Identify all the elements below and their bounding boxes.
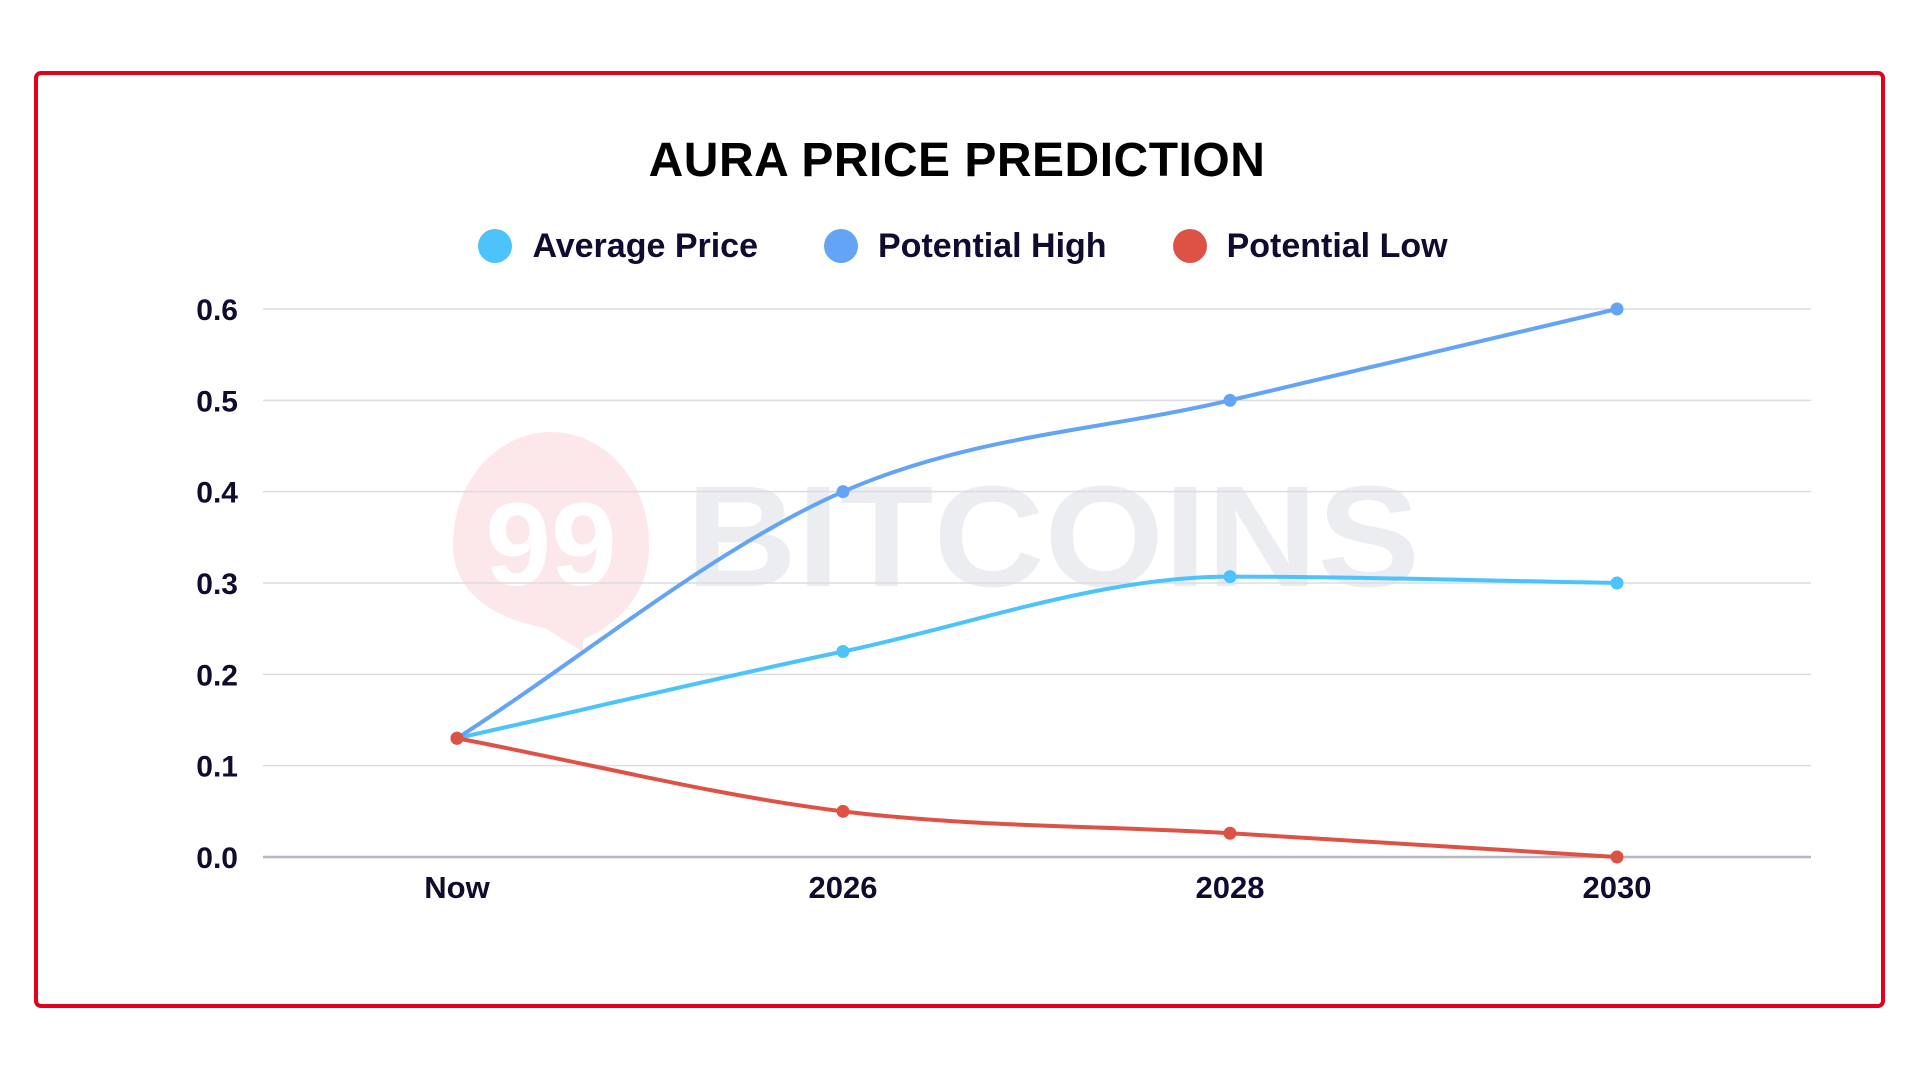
y-tick-label: 0.2	[196, 659, 238, 692]
chart-title: AURA PRICE PREDICTION	[648, 134, 1266, 187]
series-line	[455, 736, 1619, 859]
y-tick-label: 0.3	[196, 568, 238, 601]
legend-item-potential-low[interactable]: Potential Low	[1172, 226, 1448, 266]
x-axis-ticks: Now 2026 2028 2030	[424, 870, 1651, 905]
series-line	[455, 574, 1619, 741]
data-point[interactable]	[1610, 850, 1624, 864]
legend-item-average-price[interactable]: Average Price	[478, 227, 758, 266]
x-tick-label: 2028	[1196, 870, 1265, 905]
x-tick-label: 2026	[809, 870, 878, 905]
y-tick-label: 0.6	[196, 294, 238, 327]
series-lines	[450, 302, 1624, 864]
potential-low-dot-icon	[1172, 229, 1207, 263]
x-tick-label: 2030	[1583, 870, 1652, 905]
y-tick-label: 0.1	[196, 751, 238, 784]
chart-legend: Average Price Potential High Potential L…	[3, 225, 1920, 267]
data-point[interactable]	[836, 804, 850, 818]
legend-label: Potential High	[878, 226, 1107, 265]
data-point[interactable]	[1223, 826, 1237, 840]
watermark-balloon-icon	[453, 432, 649, 652]
legend-item-potential-high[interactable]: Potential High	[824, 227, 1107, 266]
data-point[interactable]	[450, 731, 464, 745]
potential-high-dot-icon	[824, 229, 858, 263]
watermark-text: BITCOINS	[686, 456, 1420, 617]
data-point[interactable]	[1610, 576, 1624, 590]
data-point[interactable]	[836, 485, 850, 499]
series-potential-low	[450, 731, 1624, 864]
y-tick-label: 0.0	[196, 842, 238, 875]
y-tick-label: 0.5	[196, 385, 238, 418]
y-axis-ticks: 0.0 0.1 0.2 0.3 0.4 0.5 0.6	[196, 294, 238, 875]
data-point[interactable]	[1223, 570, 1237, 584]
y-tick-label: 0.4	[196, 477, 238, 510]
average-price-dot-icon	[478, 229, 513, 263]
chart-frame	[34, 71, 1885, 1008]
watermark-badge-text: 99	[485, 479, 616, 611]
grid-lines	[263, 308, 1811, 859]
data-point[interactable]	[836, 645, 850, 658]
data-point[interactable]	[1223, 393, 1237, 407]
x-tick-label: Now	[424, 870, 490, 905]
legend-label: Average Price	[532, 226, 758, 265]
legend-label: Potential Low	[1226, 226, 1448, 265]
watermark-logo: 99 BITCOINS	[453, 432, 1420, 652]
series-line	[455, 307, 1619, 741]
data-point[interactable]	[1610, 302, 1624, 316]
